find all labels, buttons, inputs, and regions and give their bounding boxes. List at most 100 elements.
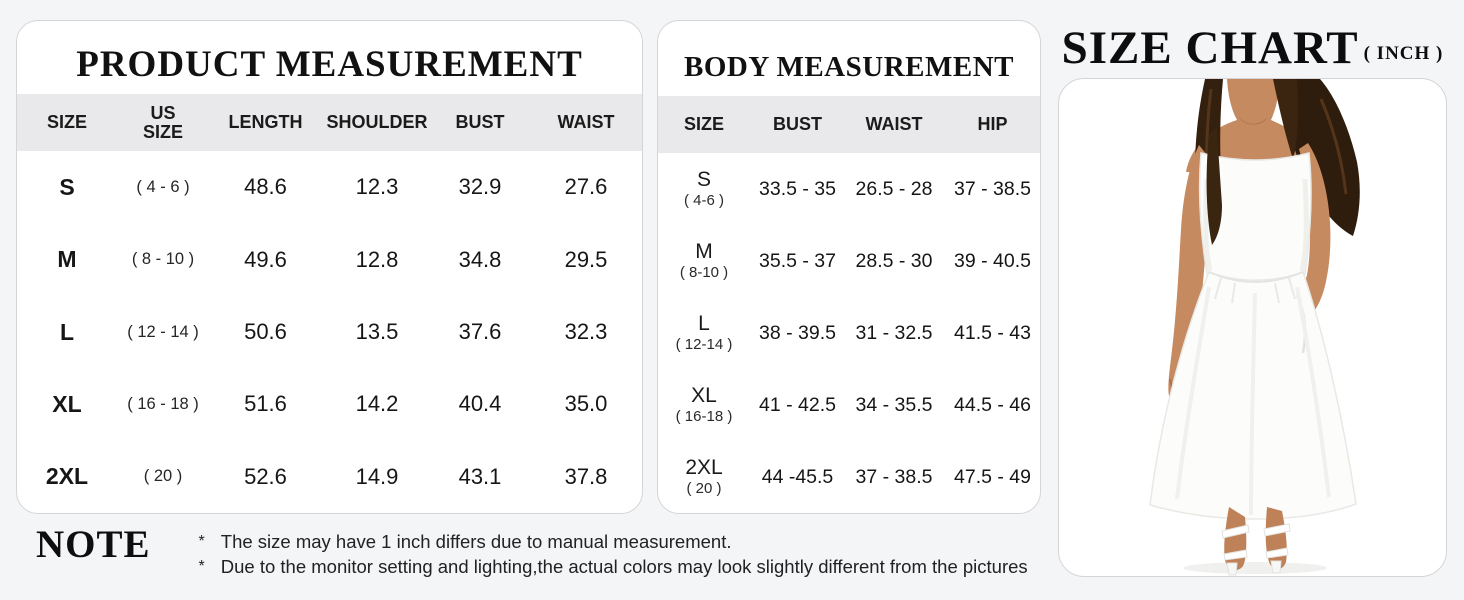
cell-length: 48.6 <box>244 174 287 200</box>
cell-shoulder: 14.2 <box>355 391 399 417</box>
size-us-range: ( 20 ) <box>686 480 722 498</box>
header-length: LENGTH <box>228 112 303 133</box>
cell-bust: 44 -45.5 <box>761 465 834 488</box>
cell-length: 51.6 <box>244 391 287 417</box>
size-us-range: ( 16-18 ) <box>675 408 733 426</box>
model-illustration <box>1149 79 1360 576</box>
cell-waist: 31 - 32.5 <box>855 321 933 344</box>
cell-bust: 38 - 39.5 <box>759 321 836 344</box>
cell-bust: 35.5 - 37 <box>759 249 836 272</box>
header-waist: WAIST <box>865 114 923 135</box>
cell-size: M <box>57 246 77 273</box>
model-feet <box>1183 507 1327 576</box>
cell-us-size: ( 20 ) <box>143 467 183 486</box>
cell-waist: 26.5 - 28 <box>855 177 933 200</box>
body-measurement-title: BODY MEASUREMENT <box>684 51 1014 83</box>
cell-bust: 40.4 <box>458 391 502 417</box>
note-section: NOTE * The size may have 1 inch differs … <box>36 522 1028 581</box>
cell-waist: 32.3 <box>564 319 608 345</box>
cell-size: XL ( 16-18 ) <box>658 384 750 425</box>
table-row: S ( 4-6 ) 33.5 - 35 26.5 - 28 37 - 38.5 <box>658 153 1040 225</box>
table-row: 2XL ( 20 ) 52.6 14.9 43.1 37.8 <box>17 441 642 513</box>
cell-bust: 33.5 - 35 <box>759 177 836 200</box>
cell-length: 49.6 <box>244 246 287 272</box>
model-hair-front-strand <box>1206 127 1222 245</box>
body-table-header: SIZE BUST WAIST HIP <box>658 96 1040 153</box>
table-row: M ( 8 - 10 ) 49.6 12.8 34.8 29.5 <box>17 223 642 295</box>
note-line: * Due to the monitor setting and lightin… <box>199 556 1028 578</box>
size-letter: S <box>696 168 711 192</box>
cell-waist: 35.0 <box>564 391 608 417</box>
product-measurement-card: PRODUCT MEASUREMENT SIZE US SIZE LENGTH … <box>16 20 643 514</box>
table-row: XL ( 16 - 18 ) 51.6 14.2 40.4 35.0 <box>17 368 642 440</box>
cell-bust: 32.9 <box>458 174 502 200</box>
cell-hip: 39 - 40.5 <box>954 249 1031 272</box>
cell-shoulder: 12.8 <box>355 246 399 272</box>
cell-waist: 28.5 - 30 <box>855 249 933 272</box>
size-letter: XL <box>691 384 717 408</box>
size-chart-title: SIZE CHART <box>1061 22 1359 74</box>
cell-hip: 44.5 - 46 <box>954 393 1031 416</box>
cell-waist: 27.6 <box>564 174 608 200</box>
cell-bust: 37.6 <box>458 319 502 345</box>
cell-size: S <box>59 173 75 200</box>
cell-hip: 37 - 38.5 <box>954 177 1031 200</box>
product-measurement-title: PRODUCT MEASUREMENT <box>76 44 583 85</box>
cell-bust: 41 - 42.5 <box>759 393 836 416</box>
model-arm-right <box>1283 143 1331 327</box>
model-dress <box>1149 152 1357 520</box>
header-hip: HIP <box>977 114 1008 135</box>
cell-size: M ( 8-10 ) <box>658 240 750 281</box>
header-bust: BUST <box>773 114 822 135</box>
asterisk-bullet-icon: * <box>198 533 205 550</box>
table-row: M ( 8-10 ) 35.5 - 37 28.5 - 30 39 - 40.5 <box>658 225 1040 297</box>
size-letter: 2XL <box>685 456 723 480</box>
cell-bust: 34.8 <box>458 246 502 272</box>
cell-size: 2XL ( 20 ) <box>658 456 750 497</box>
note-text: The size may have 1 inch differs due to … <box>220 531 732 552</box>
product-table-body: S ( 4 - 6 ) 48.6 12.3 32.9 27.6 M ( 8 - … <box>17 151 642 513</box>
note-line: * The size may have 1 inch differs due t… <box>199 531 1028 553</box>
cell-length: 50.6 <box>244 319 287 345</box>
model-sandal-straps <box>1221 523 1291 576</box>
cell-size: S ( 4-6 ) <box>658 168 750 209</box>
header-us-size: US SIZE <box>142 102 183 142</box>
model-photo <box>1059 79 1446 576</box>
cell-size: XL <box>52 390 82 417</box>
asterisk-bullet-icon: * <box>198 558 205 576</box>
cell-us-size: ( 4 - 6 ) <box>136 177 190 196</box>
model-arm-left <box>1168 145 1207 406</box>
header-waist: WAIST <box>557 112 615 133</box>
header-shoulder: SHOULDER <box>326 112 428 133</box>
cell-waist: 34 - 35.5 <box>855 393 933 416</box>
cell-waist: 37 - 38.5 <box>855 465 933 488</box>
table-row: S ( 4 - 6 ) 48.6 12.3 32.9 27.6 <box>17 151 642 223</box>
table-row: L ( 12 - 14 ) 50.6 13.5 37.6 32.3 <box>17 296 642 368</box>
model-photo-card <box>1058 78 1447 577</box>
header-bust: BUST <box>455 112 505 133</box>
cell-length: 52.6 <box>244 463 287 489</box>
size-letter: M <box>695 240 713 264</box>
body-table-body: S ( 4-6 ) 33.5 - 35 26.5 - 28 37 - 38.5 … <box>658 153 1040 513</box>
cell-hip: 41.5 - 43 <box>954 321 1031 344</box>
note-text: Due to the monitor setting and lighting,… <box>220 556 1028 578</box>
note-lines: * The size may have 1 inch differs due t… <box>199 531 1028 581</box>
cell-us-size: ( 16 - 18 ) <box>127 394 199 413</box>
cell-size: L ( 12-14 ) <box>658 312 750 353</box>
cell-shoulder: 14.9 <box>355 463 399 489</box>
product-table-header: SIZE US SIZE LENGTH SHOULDER BUST WAIST <box>17 94 642 151</box>
cell-bust: 43.1 <box>458 463 502 489</box>
cell-size: 2XL <box>45 463 89 490</box>
table-row: L ( 12-14 ) 38 - 39.5 31 - 32.5 41.5 - 4… <box>658 297 1040 369</box>
size-us-range: ( 12-14 ) <box>675 336 733 354</box>
cell-shoulder: 12.3 <box>355 174 399 200</box>
cell-hip: 47.5 - 49 <box>954 465 1031 488</box>
model-foot-left <box>1224 507 1247 571</box>
body-measurement-card: BODY MEASUREMENT SIZE BUST WAIST HIP S (… <box>657 20 1041 514</box>
cell-shoulder: 13.5 <box>355 319 399 345</box>
size-chart-heading: SIZE CHART ( INCH ) <box>1058 12 1447 72</box>
table-row: XL ( 16-18 ) 41 - 42.5 34 - 35.5 44.5 - … <box>658 369 1040 441</box>
header-size: SIZE <box>683 114 724 135</box>
cell-us-size: ( 8 - 10 ) <box>131 250 195 269</box>
size-us-range: ( 8-10 ) <box>679 264 729 282</box>
